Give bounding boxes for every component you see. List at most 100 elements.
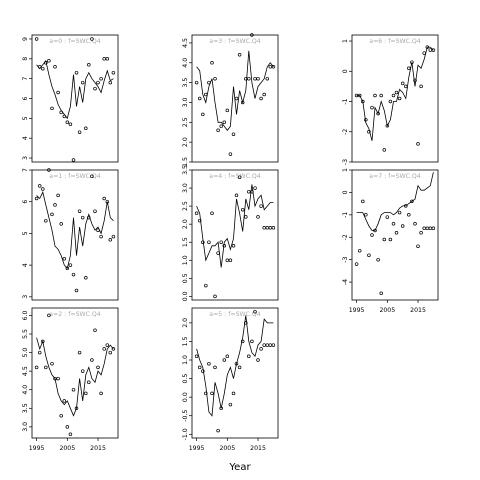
data-point-0-15 [80,80,85,85]
data-point-3-17 [247,76,251,81]
data-point-6-17 [407,66,411,71]
panel-frame-1 [31,169,119,301]
data-point-4-23 [265,226,270,230]
x-tick-label-7-0: 1995 [349,307,365,314]
data-point-2-19 [93,328,97,333]
y-tick-label-0-6: 9 [22,37,29,41]
x-tick-label-7-2: 2015 [410,307,426,314]
data-point-3-4 [207,80,211,85]
data-point-6-25 [431,48,436,52]
data-point-2-8 [59,413,63,418]
data-point-4-1 [197,218,202,223]
data-point-2-13 [74,406,79,411]
data-point-2-21 [99,391,103,396]
data-point-3-24 [268,65,273,69]
data-point-6-16 [404,84,408,89]
y-tick-label-1-4: 7 [22,168,29,172]
data-point-0-0 [34,37,39,41]
data-point-1-9 [62,257,67,261]
data-point-7-5 [370,233,374,237]
series-line-7 [356,172,434,231]
data-point-0-24 [108,80,113,85]
data-point-1-13 [74,288,79,293]
data-point-0-13 [74,70,79,75]
y-tick-label-4-6: 3.0 [182,183,189,193]
data-point-7-21 [419,231,423,235]
data-point-4-9 [222,244,227,248]
data-point-1-24 [108,238,113,242]
data-point-3-7 [216,128,220,133]
data-point-3-8 [219,124,223,129]
y-tick-label-0-0: 3 [22,156,29,160]
y-tick-label-4-2: 1.0 [182,255,189,265]
panel-frame-3 [191,34,279,163]
data-point-5-23 [265,343,270,347]
data-point-0-5 [50,106,54,111]
data-point-0-21 [99,76,103,81]
data-point-5-15 [240,339,245,344]
data-point-3-11 [228,152,233,156]
data-point-6-4 [367,130,371,134]
y-tick-label-5-5: 1.5 [182,336,189,346]
y-tick-label-6-0: -3 [342,159,349,165]
data-point-7-14 [397,210,402,215]
data-point-3-21 [259,96,263,101]
x-tick-label-2-1: 2005 [59,445,75,452]
y-tick-label-3-1: 2.0 [182,137,189,147]
y-tick-label-5-4: 1.0 [182,355,189,365]
data-point-3-25 [271,65,276,69]
data-point-5-7 [216,428,220,433]
data-point-1-1 [37,184,42,188]
data-point-0-2 [41,66,45,71]
data-point-4-20 [256,215,260,219]
data-point-3-13 [234,96,239,101]
y-tick-label-4-4: 2.0 [182,219,189,229]
y-tick-label-6-1: -2 [342,129,349,135]
data-point-1-17 [87,215,91,220]
data-point-7-20 [416,244,420,248]
x-axis-label: Year [228,462,251,473]
y-tick-label-2-6: 6.0 [22,310,29,320]
data-point-4-8 [219,240,223,244]
data-point-7-10 [385,215,390,219]
data-point-1-6 [53,203,57,207]
panel-frame-2 [31,307,119,439]
data-point-6-11 [388,99,393,104]
data-point-0-17 [87,63,91,67]
data-point-6-9 [382,148,387,152]
data-point-7-1 [357,248,362,253]
data-point-6-23 [425,45,430,49]
data-point-5-1 [197,365,202,370]
data-point-7-22 [422,226,426,231]
data-point-6-18 [410,60,414,64]
series-line-4 [196,184,274,268]
data-point-3-14 [237,53,242,57]
data-point-1-18 [90,174,94,179]
y-tick-label-5-1: -0.5 [182,410,189,422]
data-point-1-8 [59,222,63,226]
data-point-5-20 [256,358,260,362]
data-point-5-21 [259,347,263,351]
data-point-2-1 [37,350,42,355]
data-point-3-23 [265,76,270,81]
y-tick-label-2-4: 5.0 [22,348,29,358]
data-point-1-7 [56,193,60,198]
data-point-0-6 [53,65,57,69]
data-point-5-10 [225,354,230,359]
data-point-2-3 [44,365,48,370]
data-point-2-9 [62,399,67,403]
data-point-7-6 [373,228,377,233]
data-point-1-0 [34,196,39,201]
data-point-5-0 [194,354,199,359]
data-point-2-14 [77,350,82,355]
data-point-4-17 [247,189,251,194]
data-point-0-18 [90,37,94,41]
series-line-5 [196,315,274,417]
data-point-4-4 [207,240,211,244]
data-point-5-24 [268,343,273,347]
x-tick-label-5-0: 1995 [189,445,205,452]
data-point-4-14 [237,175,242,179]
data-point-7-3 [364,213,368,217]
data-point-6-12 [391,93,396,98]
data-point-3-20 [256,76,260,81]
